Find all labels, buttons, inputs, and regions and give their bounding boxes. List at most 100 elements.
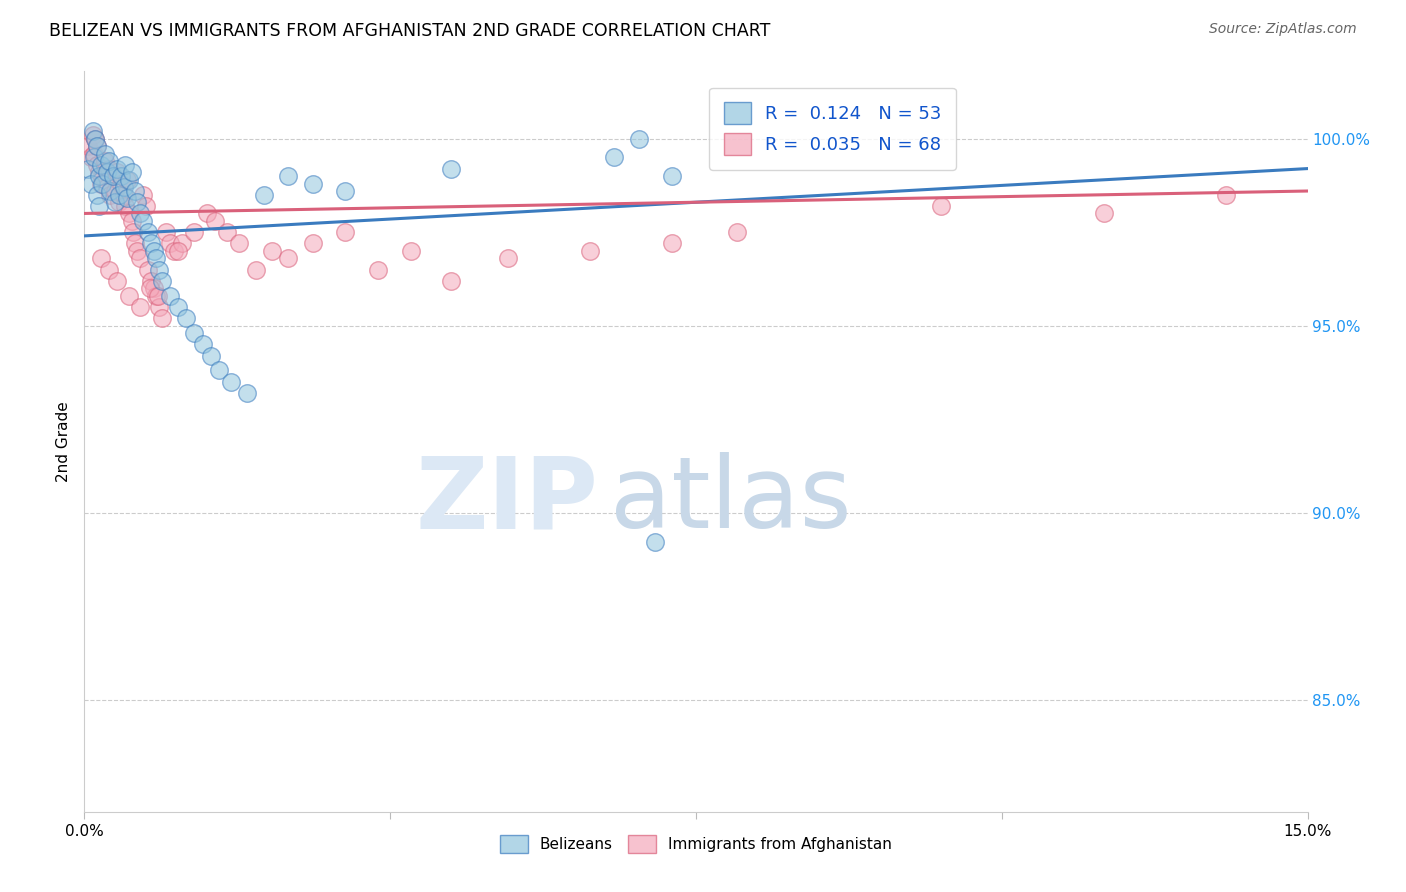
Point [1215, 187, 1237, 202]
Point [277, 169, 299, 183]
Point [142, 281, 165, 295]
Point [579, 244, 602, 258]
Point [132, 214, 155, 228]
Point [208, 363, 231, 377]
Point [121, 214, 143, 228]
Point [84, 131, 107, 145]
Point [112, 180, 135, 194]
Point [105, 274, 128, 288]
Point [86, 158, 108, 172]
Point [145, 252, 167, 266]
Point [929, 199, 952, 213]
Point [86, 139, 108, 153]
Point [200, 349, 222, 363]
Point [155, 225, 177, 239]
Point [107, 187, 129, 202]
Point [399, 244, 422, 258]
Point [725, 225, 748, 239]
Point [87, 199, 110, 213]
Point [122, 225, 145, 239]
Point [440, 161, 463, 176]
Point [77, 161, 100, 176]
Point [87, 165, 110, 179]
Legend: Belizeans, Immigrants from Afghanistan: Belizeans, Immigrants from Afghanistan [494, 829, 898, 860]
Point [661, 236, 683, 251]
Point [191, 337, 214, 351]
Point [107, 195, 129, 210]
Point [91, 169, 114, 183]
Point [83, 146, 105, 161]
Point [80, 150, 103, 164]
Point [104, 195, 127, 210]
Y-axis label: 2nd Grade: 2nd Grade [56, 401, 72, 482]
Point [86, 187, 108, 202]
Point [167, 244, 190, 258]
Point [114, 199, 136, 213]
Point [104, 184, 127, 198]
Point [498, 252, 520, 266]
Point [150, 274, 173, 288]
Point [163, 244, 186, 258]
Point [110, 169, 132, 183]
Point [93, 154, 115, 169]
Point [135, 199, 157, 213]
Point [82, 128, 104, 142]
Point [603, 150, 626, 164]
Point [148, 262, 170, 277]
Point [167, 300, 190, 314]
Point [128, 252, 150, 266]
Point [136, 225, 159, 239]
Point [219, 375, 242, 389]
Text: atlas: atlas [610, 452, 852, 549]
Point [84, 131, 107, 145]
Point [236, 386, 259, 401]
Point [118, 173, 141, 187]
Point [627, 131, 650, 145]
Point [132, 187, 155, 202]
Point [115, 192, 138, 206]
Point [138, 281, 160, 295]
Point [80, 177, 103, 191]
Point [96, 180, 118, 194]
Point [260, 244, 283, 258]
Text: Source: ZipAtlas.com: Source: ZipAtlas.com [1209, 22, 1357, 37]
Point [128, 206, 150, 220]
Point [77, 139, 100, 153]
Point [90, 158, 112, 172]
Point [100, 184, 122, 198]
Point [644, 535, 666, 549]
Point [86, 139, 108, 153]
Point [661, 169, 683, 183]
Point [277, 252, 299, 266]
Point [127, 195, 149, 210]
Point [301, 177, 323, 191]
Point [174, 311, 197, 326]
Point [183, 326, 205, 340]
Point [124, 184, 146, 198]
Point [82, 124, 104, 138]
Point [228, 236, 250, 251]
Point [253, 187, 276, 202]
Point [93, 146, 115, 161]
Point [367, 262, 389, 277]
Text: BELIZEAN VS IMMIGRANTS FROM AFGHANISTAN 2ND GRADE CORRELATION CHART: BELIZEAN VS IMMIGRANTS FROM AFGHANISTAN … [49, 22, 770, 40]
Point [118, 206, 141, 220]
Point [335, 184, 357, 198]
Point [97, 154, 120, 169]
Point [97, 262, 120, 277]
Point [115, 173, 138, 187]
Point [150, 311, 173, 326]
Point [148, 300, 170, 314]
Point [105, 165, 128, 179]
Point [124, 236, 146, 251]
Point [121, 165, 143, 179]
Point [183, 225, 205, 239]
Text: ZIP: ZIP [415, 452, 598, 549]
Point [87, 169, 110, 183]
Point [127, 244, 149, 258]
Point [159, 236, 181, 251]
Point [101, 169, 124, 183]
Point [90, 177, 112, 191]
Point [118, 289, 141, 303]
Point [136, 262, 159, 277]
